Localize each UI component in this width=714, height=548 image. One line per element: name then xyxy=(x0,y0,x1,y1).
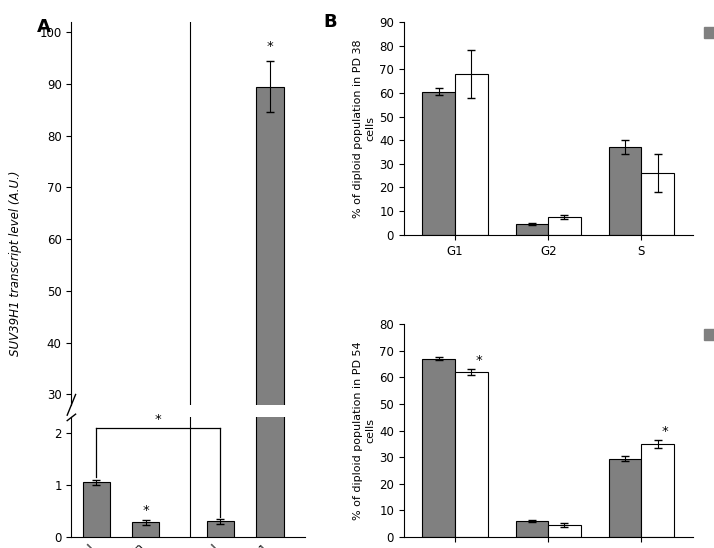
Text: B: B xyxy=(323,13,336,31)
Bar xyxy=(206,522,234,537)
Text: 10 nM Chaetocin: 10 nM Chaetocin xyxy=(72,542,146,548)
Text: *: * xyxy=(143,504,149,517)
Bar xyxy=(455,74,488,235)
Bar xyxy=(516,521,548,537)
Text: *: * xyxy=(266,40,273,53)
Bar xyxy=(83,544,110,548)
Bar xyxy=(548,217,580,235)
Bar xyxy=(256,87,283,548)
Bar xyxy=(516,224,548,235)
Bar xyxy=(132,522,159,537)
Bar xyxy=(423,359,455,537)
Bar xyxy=(256,0,283,537)
Y-axis label: % of diploid population in PD 54
cells: % of diploid population in PD 54 cells xyxy=(353,341,375,520)
Text: pSUV39H1: pSUV39H1 xyxy=(221,542,270,548)
Bar xyxy=(609,459,641,537)
Legend: CT, Chaetocin: CT, Chaetocin xyxy=(703,27,714,55)
Text: *: * xyxy=(475,355,482,367)
Y-axis label: % of diploid population in PD 38
cells: % of diploid population in PD 38 cells xyxy=(353,39,375,218)
Bar xyxy=(641,173,674,235)
Text: SUV39H1 transcript level (A.U.): SUV39H1 transcript level (A.U.) xyxy=(9,170,22,356)
Bar xyxy=(455,372,488,537)
Text: *: * xyxy=(155,413,161,426)
Bar xyxy=(83,482,110,537)
Bar xyxy=(548,525,580,537)
Bar xyxy=(609,147,641,235)
Bar xyxy=(423,92,455,235)
Legend: CT, SUV39H1: CT, SUV39H1 xyxy=(703,329,714,357)
Text: control: control xyxy=(62,542,96,548)
Text: *: * xyxy=(661,425,668,438)
Bar xyxy=(641,444,674,537)
Text: control: control xyxy=(186,542,221,548)
Text: A: A xyxy=(36,18,50,36)
